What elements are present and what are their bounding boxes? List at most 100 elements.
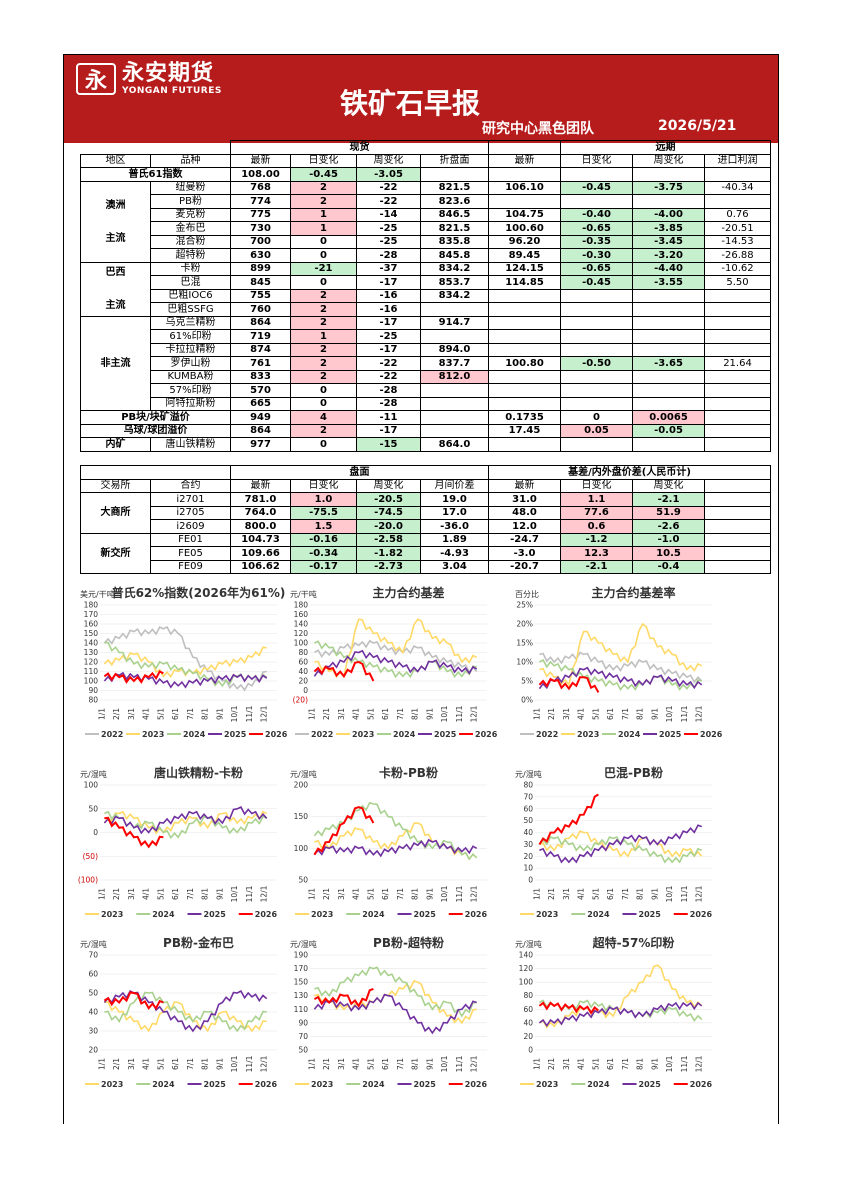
forward-weekly (632, 194, 705, 209)
forward-daily: -0.35 (560, 234, 633, 249)
legend-label: 2023 (142, 730, 164, 739)
section-disk: 盘面 (230, 465, 489, 480)
x-tick-label: 5/1 (366, 708, 375, 720)
daily-change: 1 (290, 329, 357, 344)
report-date: 2026/5/21 (658, 118, 737, 134)
y-tick-label: 20 (298, 677, 308, 686)
chart-4: 元/湿吨 唐山铁精粉-卡粉 100 50 0 (50) (100) 1/1 2/1 3/1 4/1 5… (78, 765, 285, 934)
import-profit: 21.64 (703, 356, 772, 371)
legend-label: 2026 (465, 910, 488, 919)
y-tick-label: 60 (88, 970, 98, 979)
x-tick-label: 6/1 (381, 708, 390, 720)
x-tick-label: 3/1 (562, 888, 571, 900)
forward-daily: -0.65 (560, 261, 633, 276)
column-header: 周变化 (632, 153, 705, 168)
import-profit: -20.51 (703, 221, 772, 236)
import-profit: -26.88 (703, 248, 772, 263)
y-tick-label: 110 (84, 667, 99, 676)
series-line-2026 (538, 1001, 600, 1015)
daily-change: 0 (290, 396, 357, 411)
premium-weekly: -17 (356, 423, 421, 438)
table-cell (420, 423, 489, 438)
futures-equivalent: 845.8 (420, 248, 489, 263)
legend-label: 2023 (352, 730, 374, 739)
legend-label: 2025 (224, 730, 247, 739)
legend-label: 2025 (204, 1080, 227, 1089)
x-tick-label: 11/1 (455, 885, 464, 902)
legend-label: 2026 (690, 910, 713, 919)
series-line-2022 (313, 639, 478, 674)
x-tick-label: 9/1 (650, 1058, 659, 1070)
series-line-2026 (103, 670, 164, 684)
contract-weekly: -20.0 (356, 519, 421, 534)
forward-daily: -0.50 (560, 356, 633, 371)
daily-change: 2 (290, 180, 357, 195)
unit-label: 元/湿吨 (515, 939, 542, 949)
calendar-spread: -4.93 (420, 546, 489, 561)
chart-title: 唐山铁精粉-卡粉 (154, 765, 243, 780)
forward-weekly (632, 302, 705, 317)
y-tick-label: 50 (523, 816, 533, 825)
legend-label: 2022 (536, 730, 558, 739)
basis-daily: 1.1 (560, 492, 633, 507)
contract-name: i2705 (150, 505, 231, 520)
table-cell (632, 437, 705, 452)
weekly-change: -17 (356, 275, 421, 290)
legend-label: 2024 (362, 910, 385, 919)
series-line-2026 (104, 816, 164, 849)
latest-price: 630 (230, 248, 291, 263)
section-spot: 现货 (230, 140, 489, 155)
region-label: 巴西 主流 (80, 261, 151, 317)
y-tick-label: 0 (93, 828, 98, 837)
y-tick-label: 80 (523, 991, 533, 1000)
unit-label: 元/干吨 (290, 589, 317, 599)
x-tick-label: 2/1 (322, 1058, 331, 1070)
domestic-equivalent: 864.0 (420, 437, 489, 452)
daily-change: 2 (290, 342, 357, 357)
product-name: 卡粉 (150, 261, 231, 276)
x-tick-label: 7/1 (396, 888, 405, 900)
legend-label: 2023 (536, 910, 558, 919)
forward-daily (560, 369, 633, 384)
daily-change: 0 (290, 275, 357, 290)
futures-equivalent: 821.5 (420, 180, 489, 195)
basis-weekly: -0.4 (632, 559, 705, 574)
y-tick-label: 190 (294, 951, 309, 960)
table-cell (703, 519, 772, 534)
section-basis: 基差/内外盘价差(人民币计) (487, 465, 772, 480)
series-line-2025 (538, 666, 703, 690)
report-team: 研究中心黑色团队 (482, 121, 594, 137)
product-name: 混合粉 (150, 234, 231, 249)
x-tick-label: 11/1 (680, 885, 689, 902)
contract-weekly: -1.82 (356, 546, 421, 561)
series-line-2025 (313, 838, 478, 858)
weekly-change: -17 (356, 342, 421, 357)
x-tick-label: 2/1 (112, 888, 121, 900)
x-tick-label: 1/1 (307, 888, 316, 900)
forward-weekly: -3.45 (632, 234, 705, 249)
chart-title: 主力合约基差 (372, 585, 444, 600)
forward-daily (560, 302, 633, 317)
forward-latest: 89.45 (488, 248, 561, 263)
x-tick-label: 3/1 (337, 888, 346, 900)
series-line-2025 (313, 993, 477, 1035)
series-line-2024 (539, 659, 702, 691)
latest-price: 761 (230, 356, 291, 371)
latest-price: 833 (230, 369, 291, 384)
weekly-change: -28 (356, 396, 421, 411)
futures-table: 盘面 基差/内外盘价差(人民币计) 交易所 合约 最新 日变化 周变化 月间价差 最新 日变化 周变… (80, 465, 772, 574)
column-header: 最新 (230, 153, 291, 168)
basis-daily: 0.6 (560, 519, 633, 534)
series-line-2026 (313, 660, 375, 682)
x-tick-label: 8/1 (201, 888, 210, 900)
product-name: 金布巴 (150, 221, 231, 236)
chart-title: 超特-57%印粉 (592, 935, 675, 950)
y-tick-label: 60 (523, 804, 533, 813)
chart-title: PB粉-超特粉 (373, 935, 444, 950)
premium-daily: 4 (290, 410, 357, 425)
legend-label: 2024 (393, 730, 416, 739)
domestic-weekly: -15 (356, 437, 421, 452)
x-tick-label: 4/1 (352, 888, 361, 900)
x-tick-label: 12/1 (470, 885, 479, 902)
contract-latest: 109.66 (230, 546, 291, 561)
